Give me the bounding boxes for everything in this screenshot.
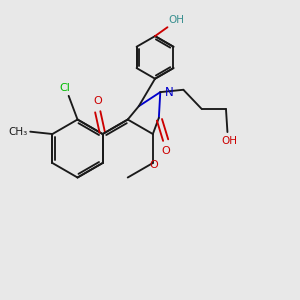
Text: N: N <box>164 85 173 99</box>
Text: O: O <box>162 146 171 156</box>
Text: CH₃: CH₃ <box>9 127 28 137</box>
Text: O: O <box>93 96 102 106</box>
Text: OH: OH <box>168 15 184 25</box>
Text: OH: OH <box>221 136 237 146</box>
Text: O: O <box>150 160 158 170</box>
Text: Cl: Cl <box>60 83 70 93</box>
